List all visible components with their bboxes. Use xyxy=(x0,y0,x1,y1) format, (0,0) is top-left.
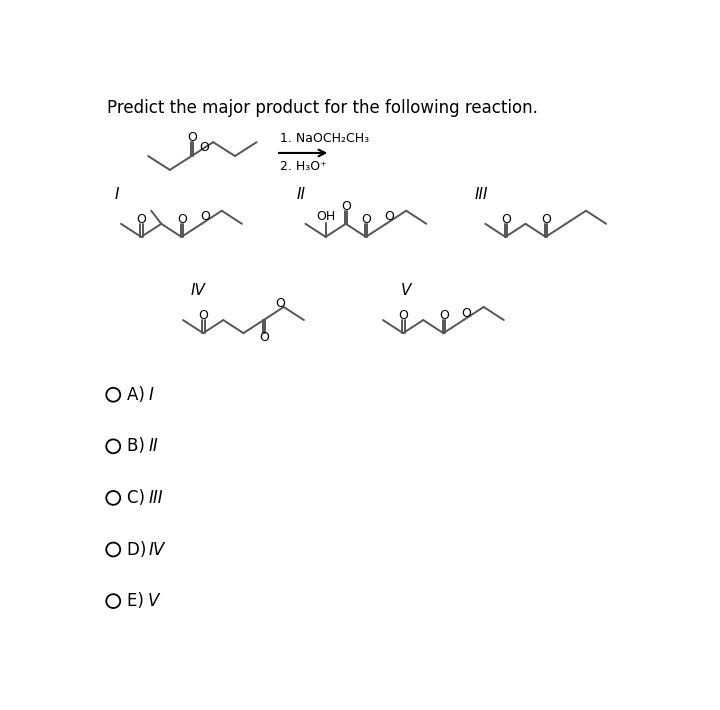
Text: OH: OH xyxy=(316,210,336,224)
Text: II: II xyxy=(297,187,306,202)
Text: E): E) xyxy=(127,592,149,610)
Text: I: I xyxy=(115,187,120,202)
Text: II: II xyxy=(148,437,158,455)
Text: IV: IV xyxy=(191,283,206,298)
Text: O: O xyxy=(199,309,209,322)
Text: D): D) xyxy=(127,540,152,559)
Text: O: O xyxy=(199,210,210,224)
Text: O: O xyxy=(199,141,209,154)
Text: Predict the major product for the following reaction.: Predict the major product for the follow… xyxy=(107,99,538,117)
Text: O: O xyxy=(187,131,197,144)
Text: O: O xyxy=(276,297,286,310)
Text: O: O xyxy=(501,213,510,226)
Text: III: III xyxy=(148,489,163,507)
Text: V: V xyxy=(148,592,160,610)
Text: B): B) xyxy=(127,437,150,455)
Text: O: O xyxy=(341,200,351,212)
Text: O: O xyxy=(439,309,449,322)
Text: O: O xyxy=(462,307,472,320)
Text: I: I xyxy=(148,386,153,404)
Text: III: III xyxy=(474,187,488,202)
Text: O: O xyxy=(541,213,551,226)
Text: O: O xyxy=(384,210,394,224)
Text: O: O xyxy=(259,332,269,344)
Text: IV: IV xyxy=(148,540,164,559)
Text: V: V xyxy=(401,283,411,298)
Text: O: O xyxy=(177,213,186,226)
Text: O: O xyxy=(399,309,408,322)
Text: C): C) xyxy=(127,489,150,507)
Text: 2. H₃O⁺: 2. H₃O⁺ xyxy=(280,160,327,173)
Text: O: O xyxy=(361,213,372,226)
Text: O: O xyxy=(137,213,146,226)
Text: 1. NaOCH₂CH₃: 1. NaOCH₂CH₃ xyxy=(280,132,369,146)
Text: A): A) xyxy=(127,386,150,404)
